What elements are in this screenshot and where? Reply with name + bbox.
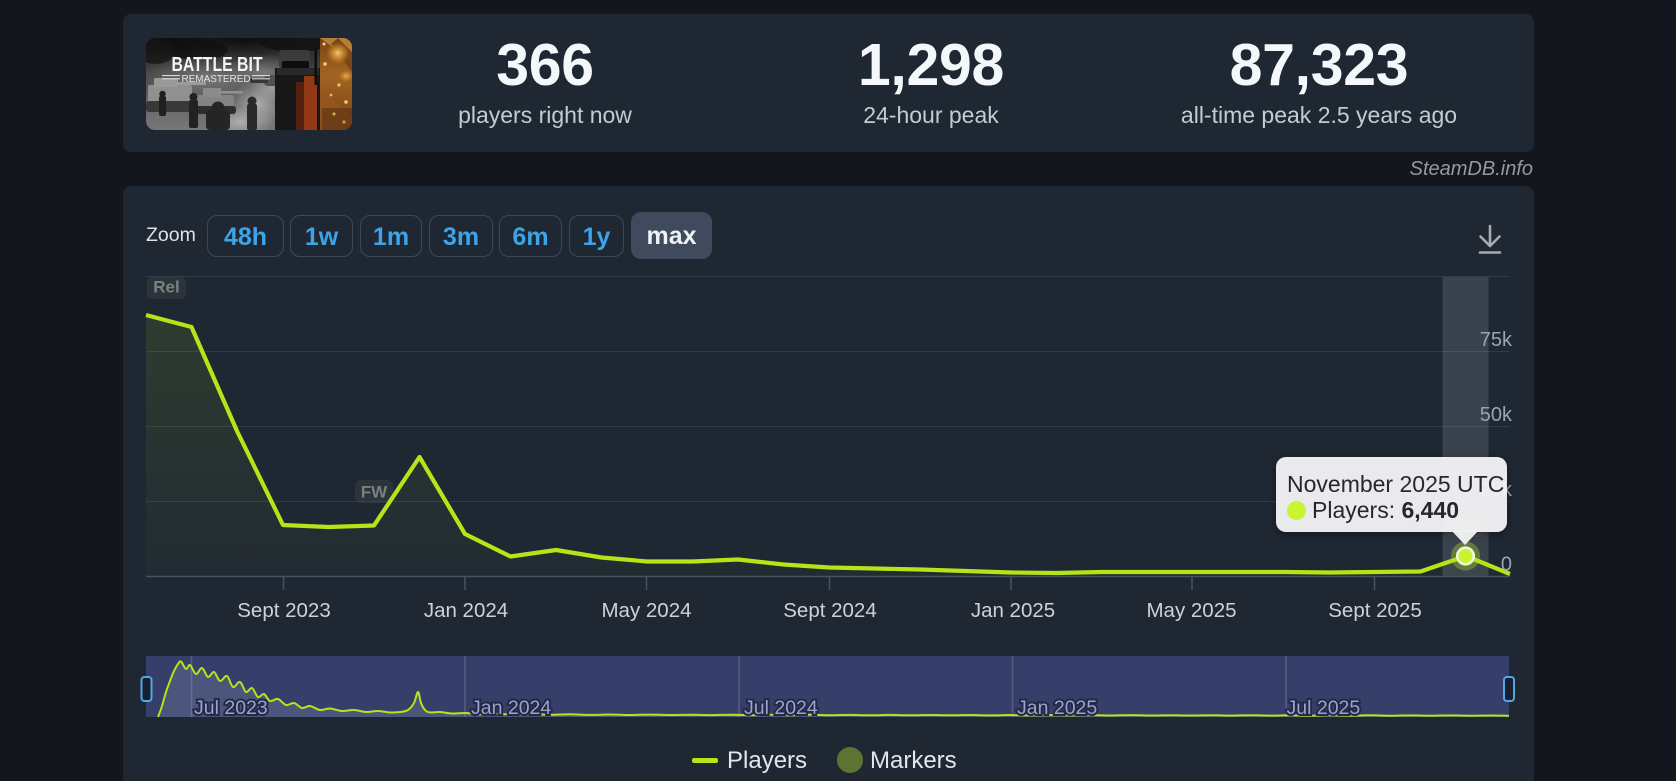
svg-text:Sept 2025: Sept 2025 (1328, 599, 1421, 622)
svg-text:50k: 50k (1480, 404, 1513, 426)
svg-text:Sept 2023: Sept 2023 (237, 599, 330, 622)
svg-text:Jan 2025: Jan 2025 (971, 599, 1055, 622)
svg-text:BATTLE BIT: BATTLE BIT (172, 53, 263, 76)
svg-text:Jan 2024: Jan 2024 (471, 697, 551, 719)
svg-text:May 2025: May 2025 (1146, 599, 1236, 622)
svg-text:Jul 2023: Jul 2023 (194, 697, 268, 719)
svg-text:May 2024: May 2024 (601, 599, 691, 622)
svg-text:Jan 2025: Jan 2025 (1017, 697, 1097, 719)
svg-text:REMASTERED: REMASTERED (182, 73, 251, 85)
svg-text:75k: 75k (1480, 329, 1513, 351)
svg-text:0: 0 (1501, 554, 1512, 576)
svg-text:Sept 2024: Sept 2024 (783, 599, 876, 622)
svg-text:FW: FW (361, 483, 388, 502)
svg-text:Jan 2024: Jan 2024 (424, 599, 508, 622)
svg-text:Jul 2024: Jul 2024 (744, 697, 818, 719)
svg-text:Jul 2025: Jul 2025 (1287, 697, 1361, 719)
svg-text:Rel: Rel (153, 278, 179, 297)
